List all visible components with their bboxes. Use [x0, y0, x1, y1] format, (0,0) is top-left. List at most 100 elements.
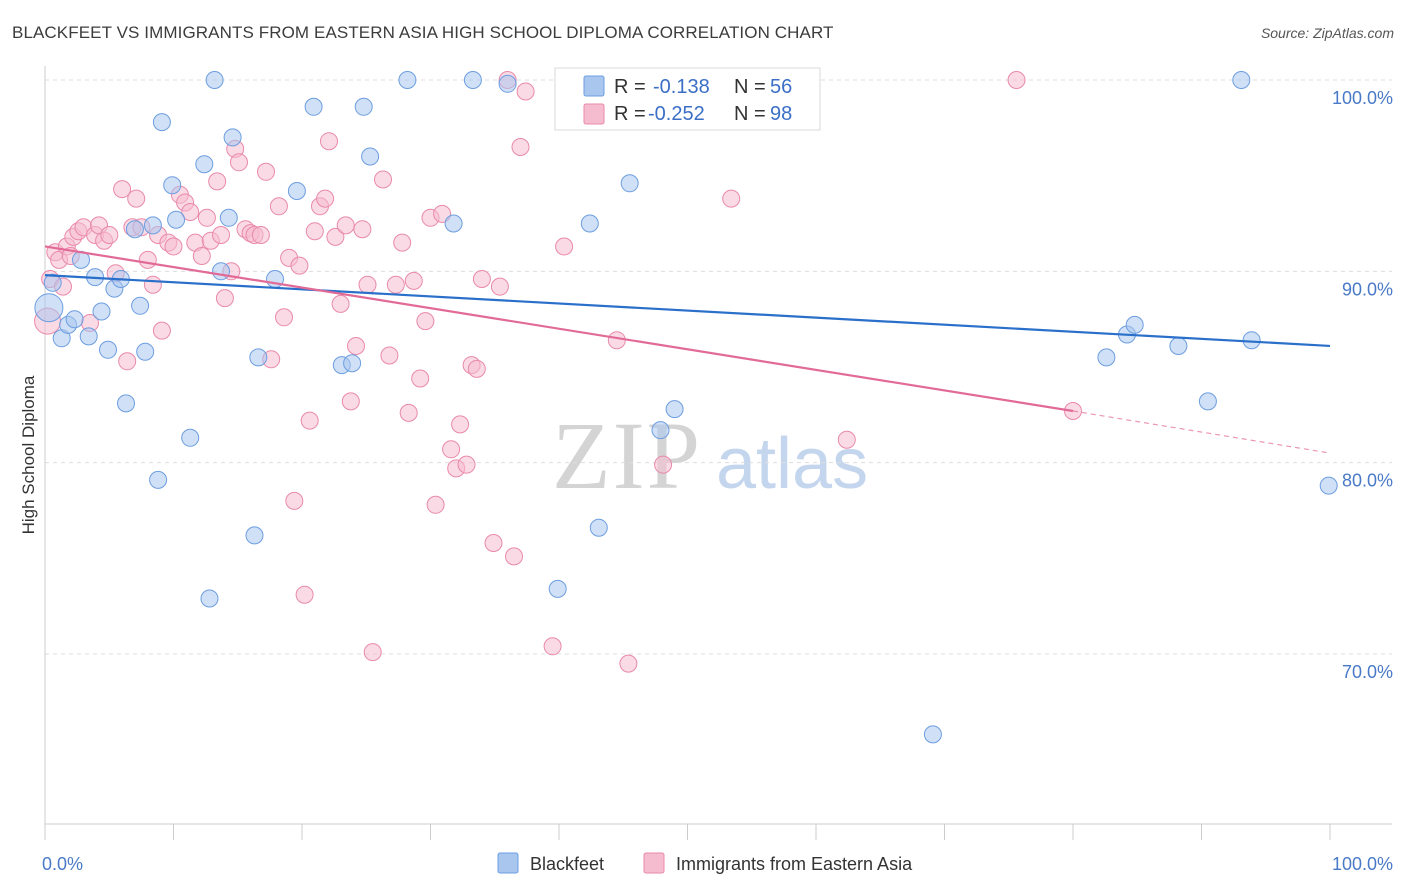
point-eastern-asia	[607, 331, 626, 350]
y-tick-label: 100.0%	[1332, 88, 1393, 108]
point-blackfeet	[1097, 348, 1116, 367]
point-eastern-asia	[505, 547, 523, 566]
point-eastern-asia	[138, 250, 157, 269]
y-tick-label: 80.0%	[1342, 471, 1393, 491]
point-blackfeet	[205, 71, 224, 89]
point-blackfeet	[131, 296, 150, 315]
point-blackfeet	[651, 421, 670, 440]
point-eastern-asia	[285, 491, 304, 510]
point-eastern-asia	[433, 204, 452, 223]
point-blackfeet	[43, 273, 62, 292]
point-blackfeet	[548, 579, 567, 598]
x-tick-label-max: 100.0%	[1332, 854, 1393, 874]
point-eastern-asia	[516, 82, 535, 101]
point-eastern-asia	[152, 321, 171, 340]
point-eastern-asia	[358, 275, 377, 294]
point-eastern-asia	[393, 233, 412, 252]
y-axis-title: High School Diploma	[19, 375, 38, 534]
point-eastern-asia	[326, 227, 345, 246]
y-tick-label: 70.0%	[1342, 662, 1393, 682]
x-tick-label-min: 0.0%	[42, 854, 83, 874]
point-eastern-asia	[320, 132, 338, 151]
point-eastern-asia	[457, 455, 476, 474]
point-blackfeet	[92, 302, 111, 321]
point-eastern-asia	[380, 346, 399, 365]
series-legend-swatch-eastern-asia	[643, 852, 665, 874]
point-blackfeet	[223, 128, 242, 147]
point-blackfeet	[65, 310, 84, 329]
chart-title: BLACKFEET VS IMMIGRANTS FROM EASTERN ASI…	[12, 23, 834, 42]
point-blackfeet	[99, 340, 117, 359]
legend-r-label-eastern-asia: R =	[614, 103, 646, 125]
point-eastern-asia	[399, 403, 418, 422]
point-eastern-asia	[442, 440, 461, 459]
point-eastern-asia	[426, 495, 445, 514]
point-blackfeet	[620, 174, 639, 193]
legend-swatch-blackfeet	[583, 75, 605, 97]
point-eastern-asia	[353, 220, 372, 239]
point-blackfeet	[444, 214, 463, 233]
point-eastern-asia	[837, 430, 856, 449]
point-blackfeet	[343, 354, 362, 373]
point-blackfeet	[498, 74, 517, 93]
axes	[44, 66, 1392, 840]
point-blackfeet	[398, 71, 417, 89]
y-tick-label: 90.0%	[1342, 279, 1393, 299]
point-blackfeet	[163, 176, 182, 195]
point-eastern-asia	[511, 138, 530, 156]
point-eastern-asia	[316, 189, 335, 208]
point-eastern-asia	[251, 226, 270, 244]
correlation-legend: R = -0.138 N = 56 R = -0.252 N = 98	[554, 67, 821, 131]
point-eastern-asia	[451, 415, 470, 434]
point-eastern-asia	[386, 275, 405, 294]
series-legend-swatch-blackfeet	[497, 852, 519, 874]
point-eastern-asia	[416, 312, 435, 331]
point-blackfeet	[125, 220, 144, 239]
point-eastern-asia	[143, 275, 162, 294]
point-eastern-asia	[275, 308, 293, 327]
point-blackfeet	[580, 214, 599, 233]
point-eastern-asia	[215, 289, 234, 308]
point-eastern-asia	[197, 208, 216, 227]
point-blackfeet	[463, 71, 482, 89]
point-blackfeet	[1319, 476, 1338, 495]
point-blackfeet	[304, 97, 323, 116]
point-blackfeet	[195, 155, 214, 174]
point-eastern-asia	[164, 237, 183, 256]
point-eastern-asia	[230, 153, 248, 172]
point-blackfeet	[79, 327, 98, 346]
legend-r-value-eastern-asia: -0.252	[648, 103, 705, 125]
series-legend-label-eastern-asia: Immigrants from Eastern Asia	[676, 854, 913, 874]
point-eastern-asia	[181, 203, 200, 221]
point-eastern-asia	[331, 294, 350, 313]
point-eastern-asia	[269, 197, 288, 216]
point-blackfeet	[136, 342, 155, 361]
point-eastern-asia	[404, 271, 423, 290]
point-blackfeet	[152, 113, 171, 132]
point-eastern-asia	[336, 216, 355, 235]
watermark: ZIP atlas	[552, 402, 868, 509]
point-eastern-asia	[208, 172, 227, 191]
legend-n-value-eastern-asia: 98	[770, 103, 792, 125]
point-eastern-asia	[411, 369, 430, 388]
trend-line-extension-eastern-asia	[1072, 410, 1331, 454]
legend-n-value-blackfeet: 56	[770, 76, 792, 98]
watermark-zip: ZIP	[552, 402, 702, 509]
point-blackfeet	[249, 348, 268, 367]
point-blackfeet	[181, 428, 200, 447]
point-eastern-asia	[555, 237, 574, 256]
legend-n-label-eastern-asia: N =	[734, 103, 766, 125]
point-eastern-asia	[257, 162, 275, 181]
point-blackfeet	[1232, 71, 1251, 89]
point-blackfeet	[665, 400, 684, 419]
point-blackfeet	[212, 262, 230, 281]
point-blackfeet	[361, 147, 380, 166]
point-eastern-asia	[290, 256, 309, 275]
point-blackfeet	[219, 208, 238, 227]
legend-r-value-blackfeet: -0.138	[653, 76, 710, 98]
chart-source: Source: ZipAtlas.com	[1261, 25, 1394, 41]
point-blackfeet	[1198, 392, 1217, 411]
point-blackfeet	[923, 725, 942, 744]
point-blackfeet	[167, 210, 186, 229]
